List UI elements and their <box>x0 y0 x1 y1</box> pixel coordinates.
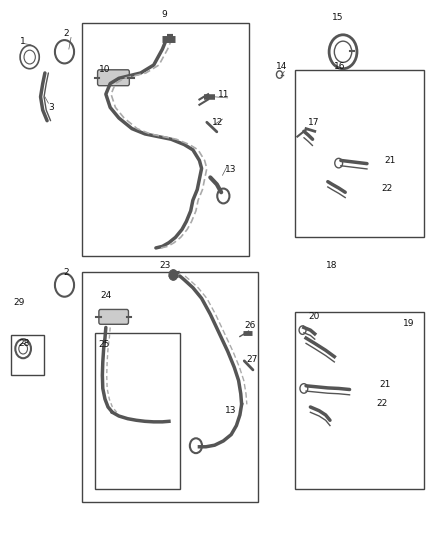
Bar <box>82 272 258 503</box>
Bar <box>82 22 250 256</box>
Text: 24: 24 <box>100 291 111 300</box>
Text: 13: 13 <box>226 166 237 174</box>
Bar <box>95 333 180 489</box>
Bar <box>295 312 424 489</box>
FancyBboxPatch shape <box>99 310 128 324</box>
Text: 14: 14 <box>276 62 288 70</box>
Bar <box>11 335 44 375</box>
Bar <box>295 70 424 237</box>
Text: 29: 29 <box>13 298 25 307</box>
Text: 3: 3 <box>49 103 54 112</box>
Text: 20: 20 <box>308 312 320 321</box>
Text: 17: 17 <box>308 118 320 127</box>
Text: 2: 2 <box>63 29 69 38</box>
Text: 21: 21 <box>380 379 391 389</box>
FancyBboxPatch shape <box>98 70 129 86</box>
Text: 1: 1 <box>20 37 26 46</box>
Text: 22: 22 <box>377 399 388 408</box>
Text: 21: 21 <box>384 156 395 165</box>
Text: 13: 13 <box>226 406 237 415</box>
Text: 16: 16 <box>334 62 346 70</box>
Text: 23: 23 <box>159 261 170 270</box>
Text: 12: 12 <box>212 118 224 127</box>
Text: 9: 9 <box>162 10 167 19</box>
Text: 26: 26 <box>245 321 256 330</box>
Text: 28: 28 <box>18 339 30 348</box>
Text: 22: 22 <box>381 183 392 192</box>
Text: 27: 27 <box>246 355 258 364</box>
Text: 2: 2 <box>63 268 69 277</box>
Text: 11: 11 <box>218 90 229 99</box>
Text: 18: 18 <box>325 261 337 270</box>
Text: 15: 15 <box>332 13 343 22</box>
Text: 10: 10 <box>99 64 111 74</box>
Text: 25: 25 <box>98 341 110 350</box>
Text: 19: 19 <box>403 319 414 328</box>
Circle shape <box>169 270 178 280</box>
